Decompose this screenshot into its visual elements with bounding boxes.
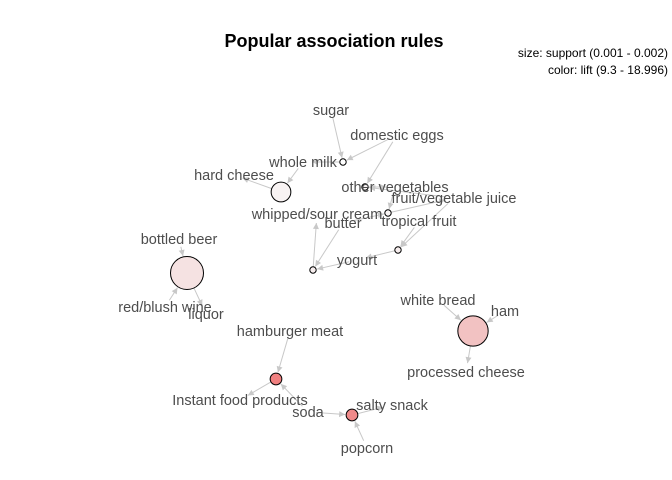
edge-r1-to-whole_milk-arrowhead: [312, 159, 318, 165]
edge-other_vegetables-to-r4-arrowhead: [387, 202, 394, 209]
edge-fruit_vegetable_juice-to-r3: [369, 187, 447, 198]
edge-red_blush_wine-to-r7-arrowhead: [171, 287, 178, 295]
item-label-fruit-vegetable-juice: fruit/vegetable juice: [392, 191, 517, 207]
item-label-domestic-eggs: domestic eggs: [350, 128, 444, 144]
item-label-whipped-sour-cream: whipped/sour cream: [251, 207, 383, 223]
rule-node-r4: [384, 209, 392, 217]
rule-node-r7: [170, 256, 204, 290]
edge-butter-to-r6: [314, 229, 340, 267]
edge-r4-to-fruit_vegetable_juice-arrowhead: [438, 198, 446, 205]
edge-r9-to-instant_food_products-arrowhead: [247, 389, 255, 396]
edge-butter-to-r4-arrowhead: [377, 212, 384, 219]
edge-yogurt-to-r6-arrowhead: [317, 264, 324, 271]
edge-r2-to-hard_cheese-arrowhead: [242, 177, 250, 183]
item-label-bottled-beer: bottled beer: [141, 232, 218, 248]
item-label-sugar: sugar: [313, 103, 349, 119]
edge-white_bread-to-r8-arrowhead: [454, 314, 461, 321]
rule-node-layer: [170, 158, 489, 422]
edge-sugar-to-r1: [332, 117, 343, 159]
item-label-tropical-fruit: tropical fruit: [382, 214, 457, 230]
edge-domestic_eggs-to-r1: [346, 138, 391, 161]
item-label-soda: soda: [292, 405, 324, 421]
edge-r5-to-yogurt-arrowhead: [365, 253, 373, 260]
edge-whole_milk-to-r2-arrowhead: [287, 176, 294, 184]
edge-popcorn-to-r10-arrowhead: [354, 421, 361, 428]
rule-node-r8: [457, 315, 489, 347]
edge-butter-to-r6-arrowhead: [315, 259, 322, 267]
edge-r10-to-salty_snack-arrowhead: [376, 405, 384, 412]
edge-bottled_beer-to-r7-arrowhead: [178, 249, 185, 256]
edge-soda-to-r10-arrowhead: [338, 411, 346, 418]
edge-fruit_vegetable_juice-to-r5: [400, 203, 449, 248]
edge-domestic_eggs-to-r1-arrowhead: [346, 154, 354, 161]
legend-color: color: lift (9.3 - 18.996): [548, 63, 668, 77]
edge-domestic_eggs-to-r3-arrowhead: [367, 176, 373, 184]
item-label-popcorn: popcorn: [341, 441, 393, 457]
item-label-hamburger-meat: hamburger meat: [237, 324, 343, 340]
item-label-processed-cheese: processed cheese: [407, 365, 525, 381]
edge-r8-to-processed_cheese-arrowhead: [465, 356, 472, 364]
rule-node-r3: [361, 183, 369, 191]
edge-ham-to-r8-arrowhead: [486, 316, 494, 323]
item-label-other-vegetables: other vegetables: [341, 180, 448, 196]
rule-node-r2: [270, 181, 292, 203]
edge-r4-to-fruit_vegetable_juice: [391, 199, 446, 213]
item-label-red-blush-wine: red/blush wine: [118, 300, 212, 316]
item-label-white-bread: white bread: [400, 293, 476, 309]
item-label-salty-snack: salty snack: [356, 398, 428, 414]
item-label-ham: ham: [491, 304, 519, 320]
edge-hamburger_meat-to-r9-arrowhead: [276, 365, 283, 373]
edge-soda-to-r9-arrowhead: [280, 383, 288, 391]
legend-size: size: support (0.001 - 0.002): [518, 46, 668, 60]
edge-tropical_fruit-to-r5-arrowhead: [400, 239, 407, 247]
item-label-whole-milk: whole milk: [268, 155, 337, 171]
edge-r6-to-whipped_sour_cream-arrowhead: [312, 222, 319, 230]
rule-node-r10: [345, 408, 359, 422]
item-label-liquor: liquor: [188, 307, 224, 323]
edge-r3-to-other_vegetables-arrowhead: [380, 184, 386, 190]
rule-node-r1: [339, 158, 347, 166]
item-label-butter: butter: [324, 216, 361, 232]
figure-title: Popular association rules: [224, 31, 443, 51]
rule-node-r6: [309, 266, 317, 274]
edge-layer: [168, 117, 499, 441]
rule-node-r5: [394, 246, 402, 254]
edge-sugar-to-r1-arrowhead: [337, 151, 344, 158]
edge-domestic_eggs-to-r3: [366, 141, 394, 184]
edge-r6-to-whipped_sour_cream: [312, 222, 317, 267]
rule-node-r9: [269, 372, 283, 386]
edge-r7-to-liquor-arrowhead: [196, 299, 203, 306]
item-label-yogurt: yogurt: [337, 253, 377, 269]
item-label-instant-food-products: Instant food products: [172, 393, 307, 409]
item-label-hard-cheese: hard cheese: [194, 168, 274, 184]
